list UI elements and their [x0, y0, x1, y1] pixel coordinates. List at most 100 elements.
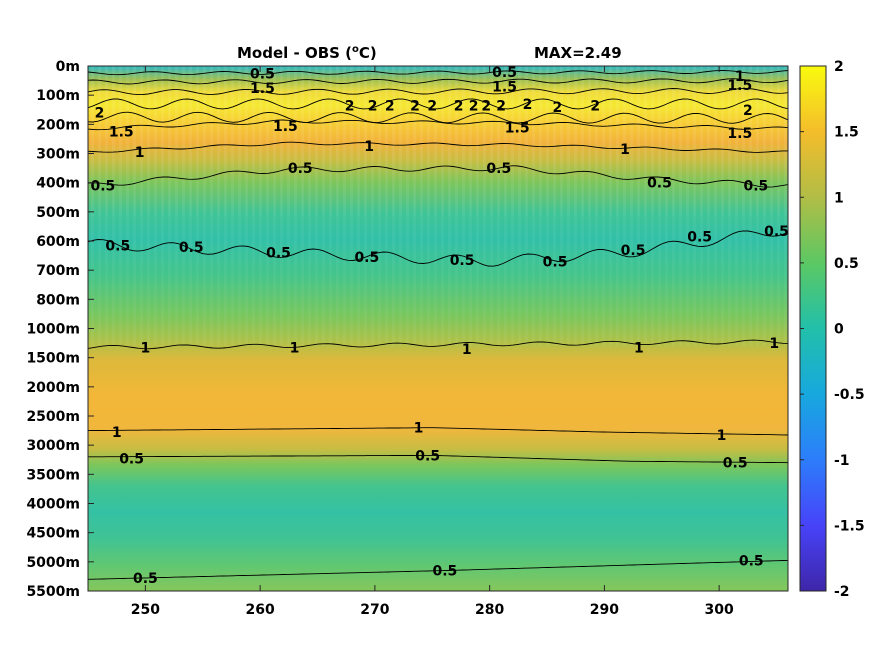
contour-label: 2	[590, 98, 600, 114]
y-tick-label: 2000m	[26, 380, 80, 396]
contour-line	[88, 78, 788, 85]
y-tick-label: 500m	[36, 205, 80, 221]
chart-title-main: Model - OBS (	[237, 44, 352, 62]
colorbar-tick-label: -2	[834, 584, 850, 600]
contour-label: 0.5	[415, 448, 440, 464]
contour-label: 2	[454, 98, 464, 114]
contour-label: 1	[620, 142, 630, 158]
y-tick-label: 700m	[36, 263, 80, 279]
heatmap-stripes	[88, 66, 788, 216]
contour-label: 2	[427, 98, 437, 114]
contour-label: 2	[481, 98, 491, 114]
contour-label: 2	[95, 106, 105, 122]
contour-label: 1.5	[109, 125, 134, 141]
contour-label: 1.5	[250, 81, 275, 97]
contour-label: 1.5	[273, 119, 298, 135]
contour-line	[88, 70, 788, 76]
y-tick-label: 200m	[36, 117, 80, 133]
contour-lines	[88, 70, 788, 580]
heatmap-stripes-deep	[88, 216, 788, 346]
y-tick-label: 3000m	[26, 438, 80, 454]
y-tick-label: 0m	[56, 59, 80, 75]
y-tick-label: 1500m	[26, 351, 80, 367]
contour-line	[88, 559, 788, 580]
y-tick-label: 300m	[36, 147, 80, 163]
contour-label: 2	[385, 98, 395, 114]
x-tick-label: 270	[360, 602, 389, 618]
contour-label: 1	[364, 139, 374, 155]
contour-label: 0.5	[266, 246, 291, 262]
contour-label: 0.5	[250, 66, 275, 82]
colorbar	[799, 65, 827, 592]
colorbar-tick-label: 0.5	[834, 256, 859, 272]
contour-label: 2	[368, 98, 378, 114]
contour-label: 1	[462, 342, 472, 358]
contour-label: 2	[345, 98, 355, 114]
y-tick-label: 4500m	[26, 526, 80, 542]
contour-label: 0.5	[179, 240, 204, 256]
y-tick-label: 800m	[36, 292, 80, 308]
y-tick-label: 1000m	[26, 322, 80, 338]
colorbar-tick-label: 0	[834, 322, 844, 338]
y-axis: 0m 100m 200m 300m 400m 500m 600m 700m 800m 1000m 1…	[26, 59, 94, 600]
contour-label: 0.5	[687, 230, 712, 246]
contour-label: 1.5	[505, 120, 530, 136]
x-tick-label: 250	[131, 602, 160, 618]
y-tick-label: 2500m	[26, 409, 80, 425]
contour-label: 0.5	[354, 250, 379, 266]
max-annotation: MAX=2.49	[534, 44, 622, 62]
contour-label: 1	[414, 421, 424, 437]
contour-label: 0.5	[119, 451, 144, 467]
x-axis: 250 260 270 280 290 300	[131, 66, 734, 618]
contour-label: 1	[112, 425, 122, 441]
contour-label: 2	[469, 98, 479, 114]
y-tick-label: 5000m	[26, 555, 80, 571]
contour-label: 0.5	[91, 179, 116, 195]
contour-label: 0.5	[105, 238, 130, 254]
colorbar-tick-label: -1.5	[834, 518, 865, 534]
contour-label: 1.5	[492, 79, 517, 95]
contour-label: 1	[735, 69, 745, 85]
contour-label: 0.5	[764, 224, 789, 240]
contour-label: 0.5	[621, 243, 646, 259]
colorbar-tick-label: 1	[834, 190, 844, 206]
contour-line	[88, 339, 788, 350]
contour-line	[88, 141, 788, 153]
contour-line	[88, 98, 788, 110]
y-tick-label: 400m	[36, 176, 80, 192]
contour-label: 2	[523, 97, 533, 113]
contour-line	[88, 111, 788, 124]
chart-title: Model - OBS (oC)	[237, 44, 377, 62]
contour-label: 1.5	[727, 78, 752, 94]
contour-line	[88, 427, 788, 436]
y-tick-label: 100m	[36, 88, 80, 104]
x-tick-label: 260	[246, 602, 275, 618]
colorbar-tick-label: -1	[834, 453, 850, 469]
contour-label: 0.5	[133, 571, 158, 587]
y-tick-label: 4000m	[26, 497, 80, 513]
contour-label: 1.5	[727, 126, 752, 142]
contour-label: 0.5	[432, 564, 457, 580]
contour-label: 1	[290, 340, 300, 356]
contour-line	[88, 87, 788, 96]
colorbar-ticks: 2 1.5 1 0.5 0 -0.5 -1 -1.5 -2	[800, 59, 865, 600]
contour-label: 0.5	[743, 179, 768, 195]
contour-line	[88, 119, 788, 131]
chart-title-superscript: o	[352, 44, 359, 55]
y-tick-label: 5500m	[26, 584, 80, 600]
x-tick-label: 290	[590, 602, 619, 618]
contour-label: 1	[141, 340, 151, 356]
x-tick-label: 280	[475, 602, 504, 618]
contour-label: 0.5	[492, 65, 517, 81]
contour-label: 0.5	[288, 161, 313, 177]
contour-label: 0.5	[739, 553, 764, 569]
y-tick-label: 600m	[36, 234, 80, 250]
contour-line	[88, 165, 788, 188]
contour-label: 2	[410, 98, 420, 114]
colorbar-tick-label: -0.5	[834, 387, 865, 403]
contour-label: 1	[634, 340, 644, 356]
contour-label: 0.5	[450, 253, 475, 269]
contour-label: 2	[743, 103, 753, 119]
